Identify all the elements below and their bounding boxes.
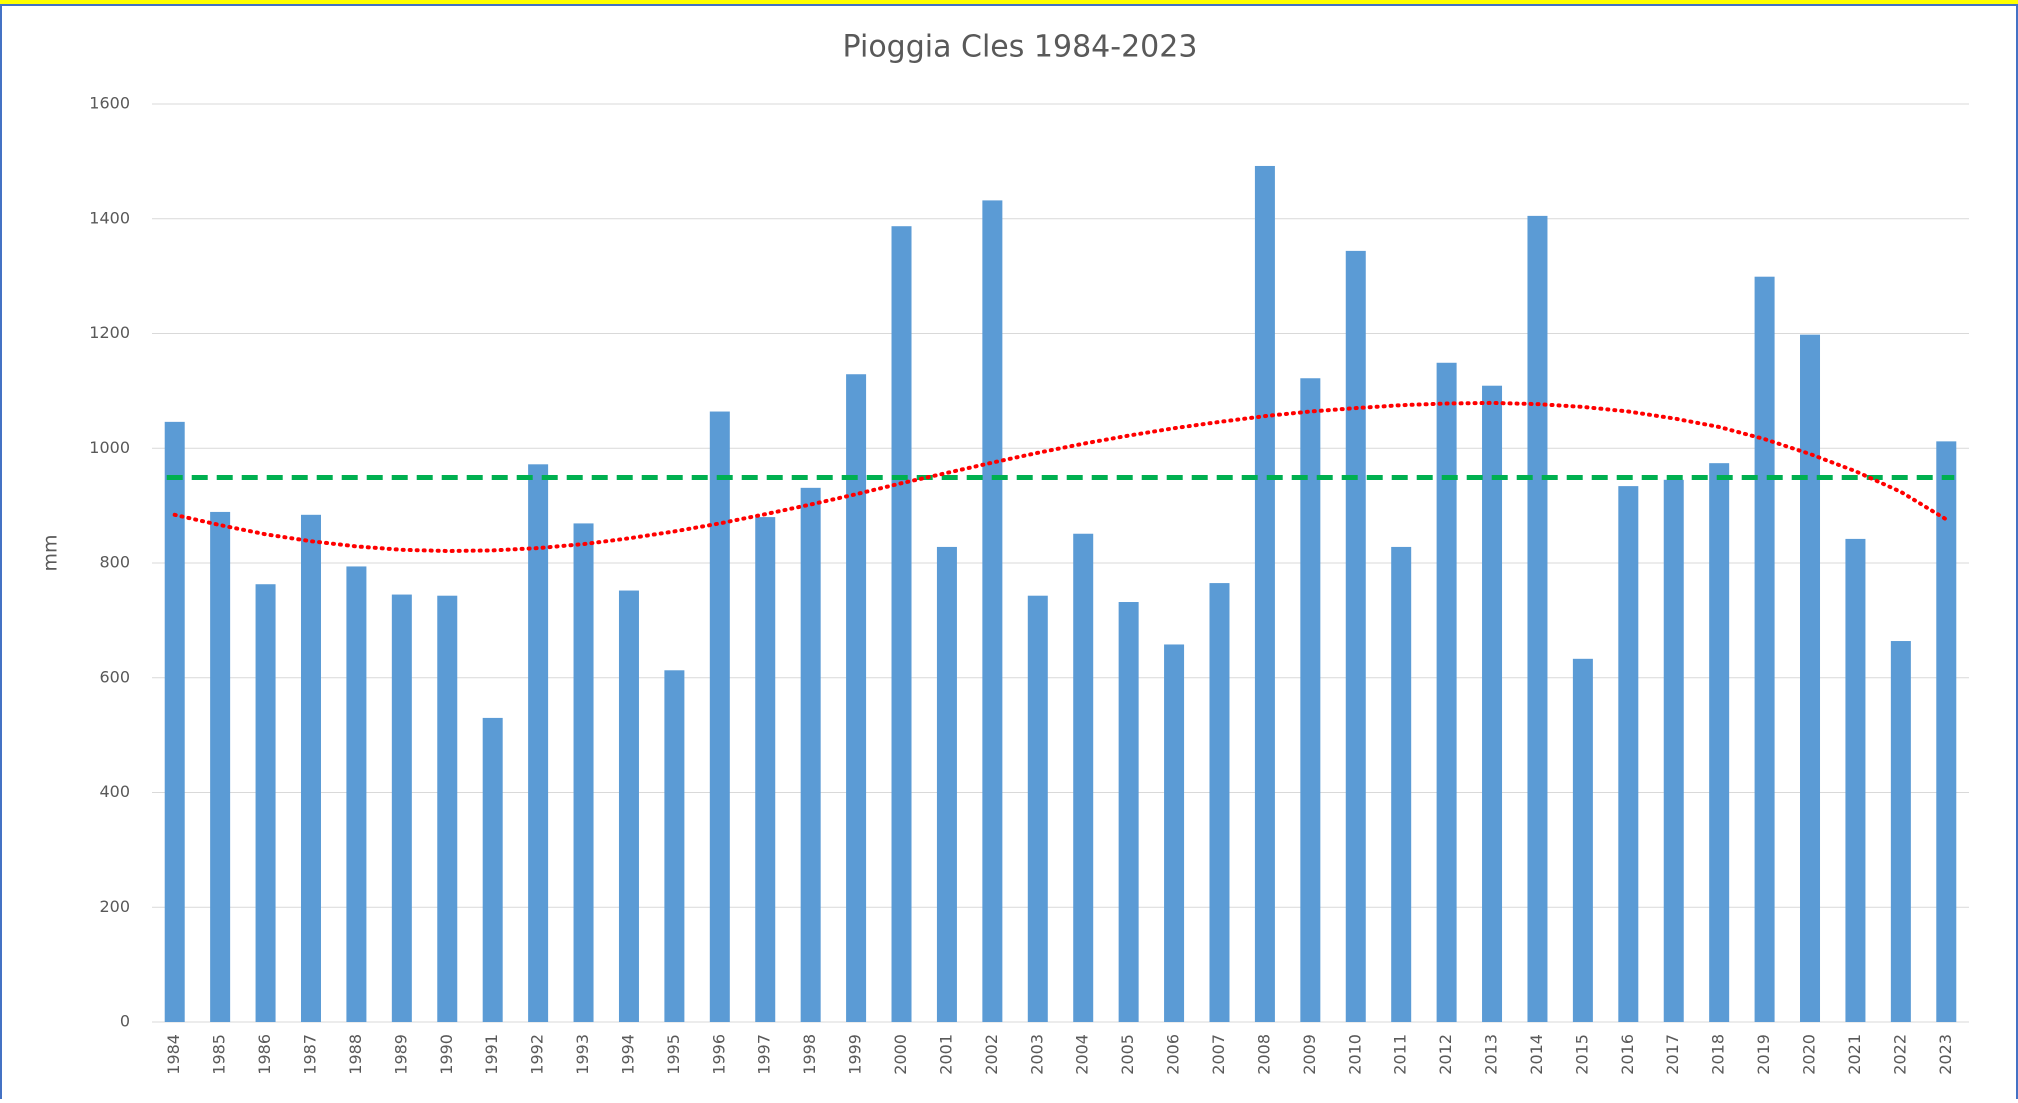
x-tick-label: 2004 bbox=[1073, 1034, 1092, 1075]
x-tick-label: 2001 bbox=[936, 1034, 955, 1075]
bar bbox=[300, 514, 321, 1022]
x-tick-label: 2011 bbox=[1391, 1034, 1410, 1075]
x-tick-label: 1992 bbox=[528, 1034, 547, 1075]
x-tick-label: 2016 bbox=[1618, 1034, 1637, 1075]
bar bbox=[1754, 276, 1775, 1023]
bar bbox=[1709, 463, 1730, 1023]
x-tick-label: 1986 bbox=[255, 1034, 274, 1075]
x-tick-label: 1994 bbox=[618, 1034, 637, 1075]
x-tick-label: 2006 bbox=[1164, 1034, 1183, 1075]
x-tick-label: 2012 bbox=[1436, 1034, 1455, 1075]
trend-line bbox=[172, 400, 1949, 554]
x-tick-label: 1995 bbox=[664, 1034, 683, 1075]
x-tick-label: 2022 bbox=[1890, 1034, 1909, 1075]
bar bbox=[1527, 215, 1548, 1023]
bar bbox=[1073, 533, 1094, 1022]
bar bbox=[1300, 378, 1321, 1022]
y-tick-label: 200 bbox=[99, 897, 130, 916]
bar bbox=[346, 566, 367, 1022]
x-tick-label: 2018 bbox=[1709, 1034, 1728, 1075]
x-tick-label: 1997 bbox=[755, 1034, 774, 1075]
x-tick-label: 2013 bbox=[1482, 1034, 1501, 1075]
y-axis-label: mm bbox=[40, 534, 62, 571]
x-tick-label: 1987 bbox=[300, 1034, 319, 1075]
chart-border bbox=[0, 4, 2018, 1103]
x-tick-label: 1990 bbox=[437, 1034, 456, 1075]
bar bbox=[1936, 441, 1957, 1022]
bar bbox=[1845, 538, 1866, 1022]
bar bbox=[709, 411, 730, 1022]
bar bbox=[800, 487, 821, 1022]
x-tick-label: 2020 bbox=[1800, 1034, 1819, 1075]
x-tick-label: 2017 bbox=[1663, 1034, 1682, 1075]
bar bbox=[846, 374, 867, 1023]
bar bbox=[982, 200, 1003, 1022]
bar bbox=[1164, 644, 1185, 1022]
bar bbox=[210, 511, 231, 1022]
bar bbox=[1345, 250, 1366, 1022]
x-tick-label: 2008 bbox=[1254, 1034, 1273, 1075]
x-tick-label: 1993 bbox=[573, 1034, 592, 1075]
bar bbox=[573, 523, 594, 1022]
x-tick-label: 2023 bbox=[1936, 1034, 1955, 1075]
x-tick-label: 1989 bbox=[391, 1034, 410, 1075]
y-tick-label: 1600 bbox=[89, 94, 130, 113]
bar bbox=[891, 226, 912, 1023]
bar bbox=[1391, 546, 1412, 1022]
x-tick-label: 1999 bbox=[846, 1034, 865, 1075]
x-tick-label: 1988 bbox=[346, 1034, 365, 1075]
bar bbox=[664, 670, 685, 1022]
bar bbox=[1482, 385, 1503, 1022]
bar bbox=[1027, 595, 1048, 1022]
y-tick-label: 1000 bbox=[89, 438, 130, 457]
bar bbox=[618, 590, 639, 1022]
x-tick-label: 2009 bbox=[1300, 1034, 1319, 1075]
x-tick-label: 2003 bbox=[1027, 1034, 1046, 1075]
x-tick-label: 2021 bbox=[1845, 1034, 1864, 1075]
bar bbox=[255, 584, 276, 1022]
x-tick-label: 1985 bbox=[210, 1034, 229, 1075]
x-tick-label: 1996 bbox=[709, 1034, 728, 1075]
top-border bbox=[0, 0, 2018, 5]
y-tick-label: 400 bbox=[99, 782, 130, 801]
x-tick-label: 2010 bbox=[1345, 1034, 1364, 1075]
bar bbox=[391, 594, 412, 1022]
chart-title: Pioggia Cles 1984-2023 bbox=[843, 30, 1198, 65]
bar bbox=[1800, 334, 1821, 1023]
y-tick-label: 800 bbox=[99, 553, 130, 572]
bar bbox=[755, 517, 776, 1022]
bar bbox=[1618, 486, 1639, 1022]
x-tick-label: 2002 bbox=[982, 1034, 1001, 1075]
x-tick-label: 1998 bbox=[800, 1034, 819, 1075]
bar bbox=[1254, 165, 1275, 1023]
bar bbox=[1118, 602, 1139, 1022]
x-tick-label: 2000 bbox=[891, 1034, 910, 1075]
bar bbox=[1209, 583, 1230, 1022]
bar bbox=[1663, 479, 1684, 1022]
y-tick-label: 1200 bbox=[89, 323, 130, 342]
bar bbox=[1890, 641, 1911, 1022]
bar bbox=[1436, 362, 1457, 1023]
bar bbox=[437, 595, 458, 1022]
bar bbox=[528, 464, 549, 1022]
x-tick-label: 2014 bbox=[1527, 1034, 1546, 1075]
x-tick-label: 2015 bbox=[1572, 1034, 1591, 1075]
bar bbox=[482, 717, 503, 1022]
bar bbox=[164, 421, 185, 1022]
bar bbox=[936, 546, 957, 1022]
x-tick-label: 2007 bbox=[1209, 1034, 1228, 1075]
bar bbox=[1572, 658, 1593, 1022]
x-tick-label: 2019 bbox=[1754, 1034, 1773, 1075]
x-tick-label: 1991 bbox=[482, 1034, 501, 1075]
x-tick-label: 2005 bbox=[1118, 1034, 1137, 1075]
x-tick-label: 1984 bbox=[164, 1034, 183, 1075]
y-tick-label: 1400 bbox=[89, 208, 130, 227]
y-tick-label: 600 bbox=[99, 667, 130, 686]
y-tick-label: 0 bbox=[120, 1012, 130, 1031]
